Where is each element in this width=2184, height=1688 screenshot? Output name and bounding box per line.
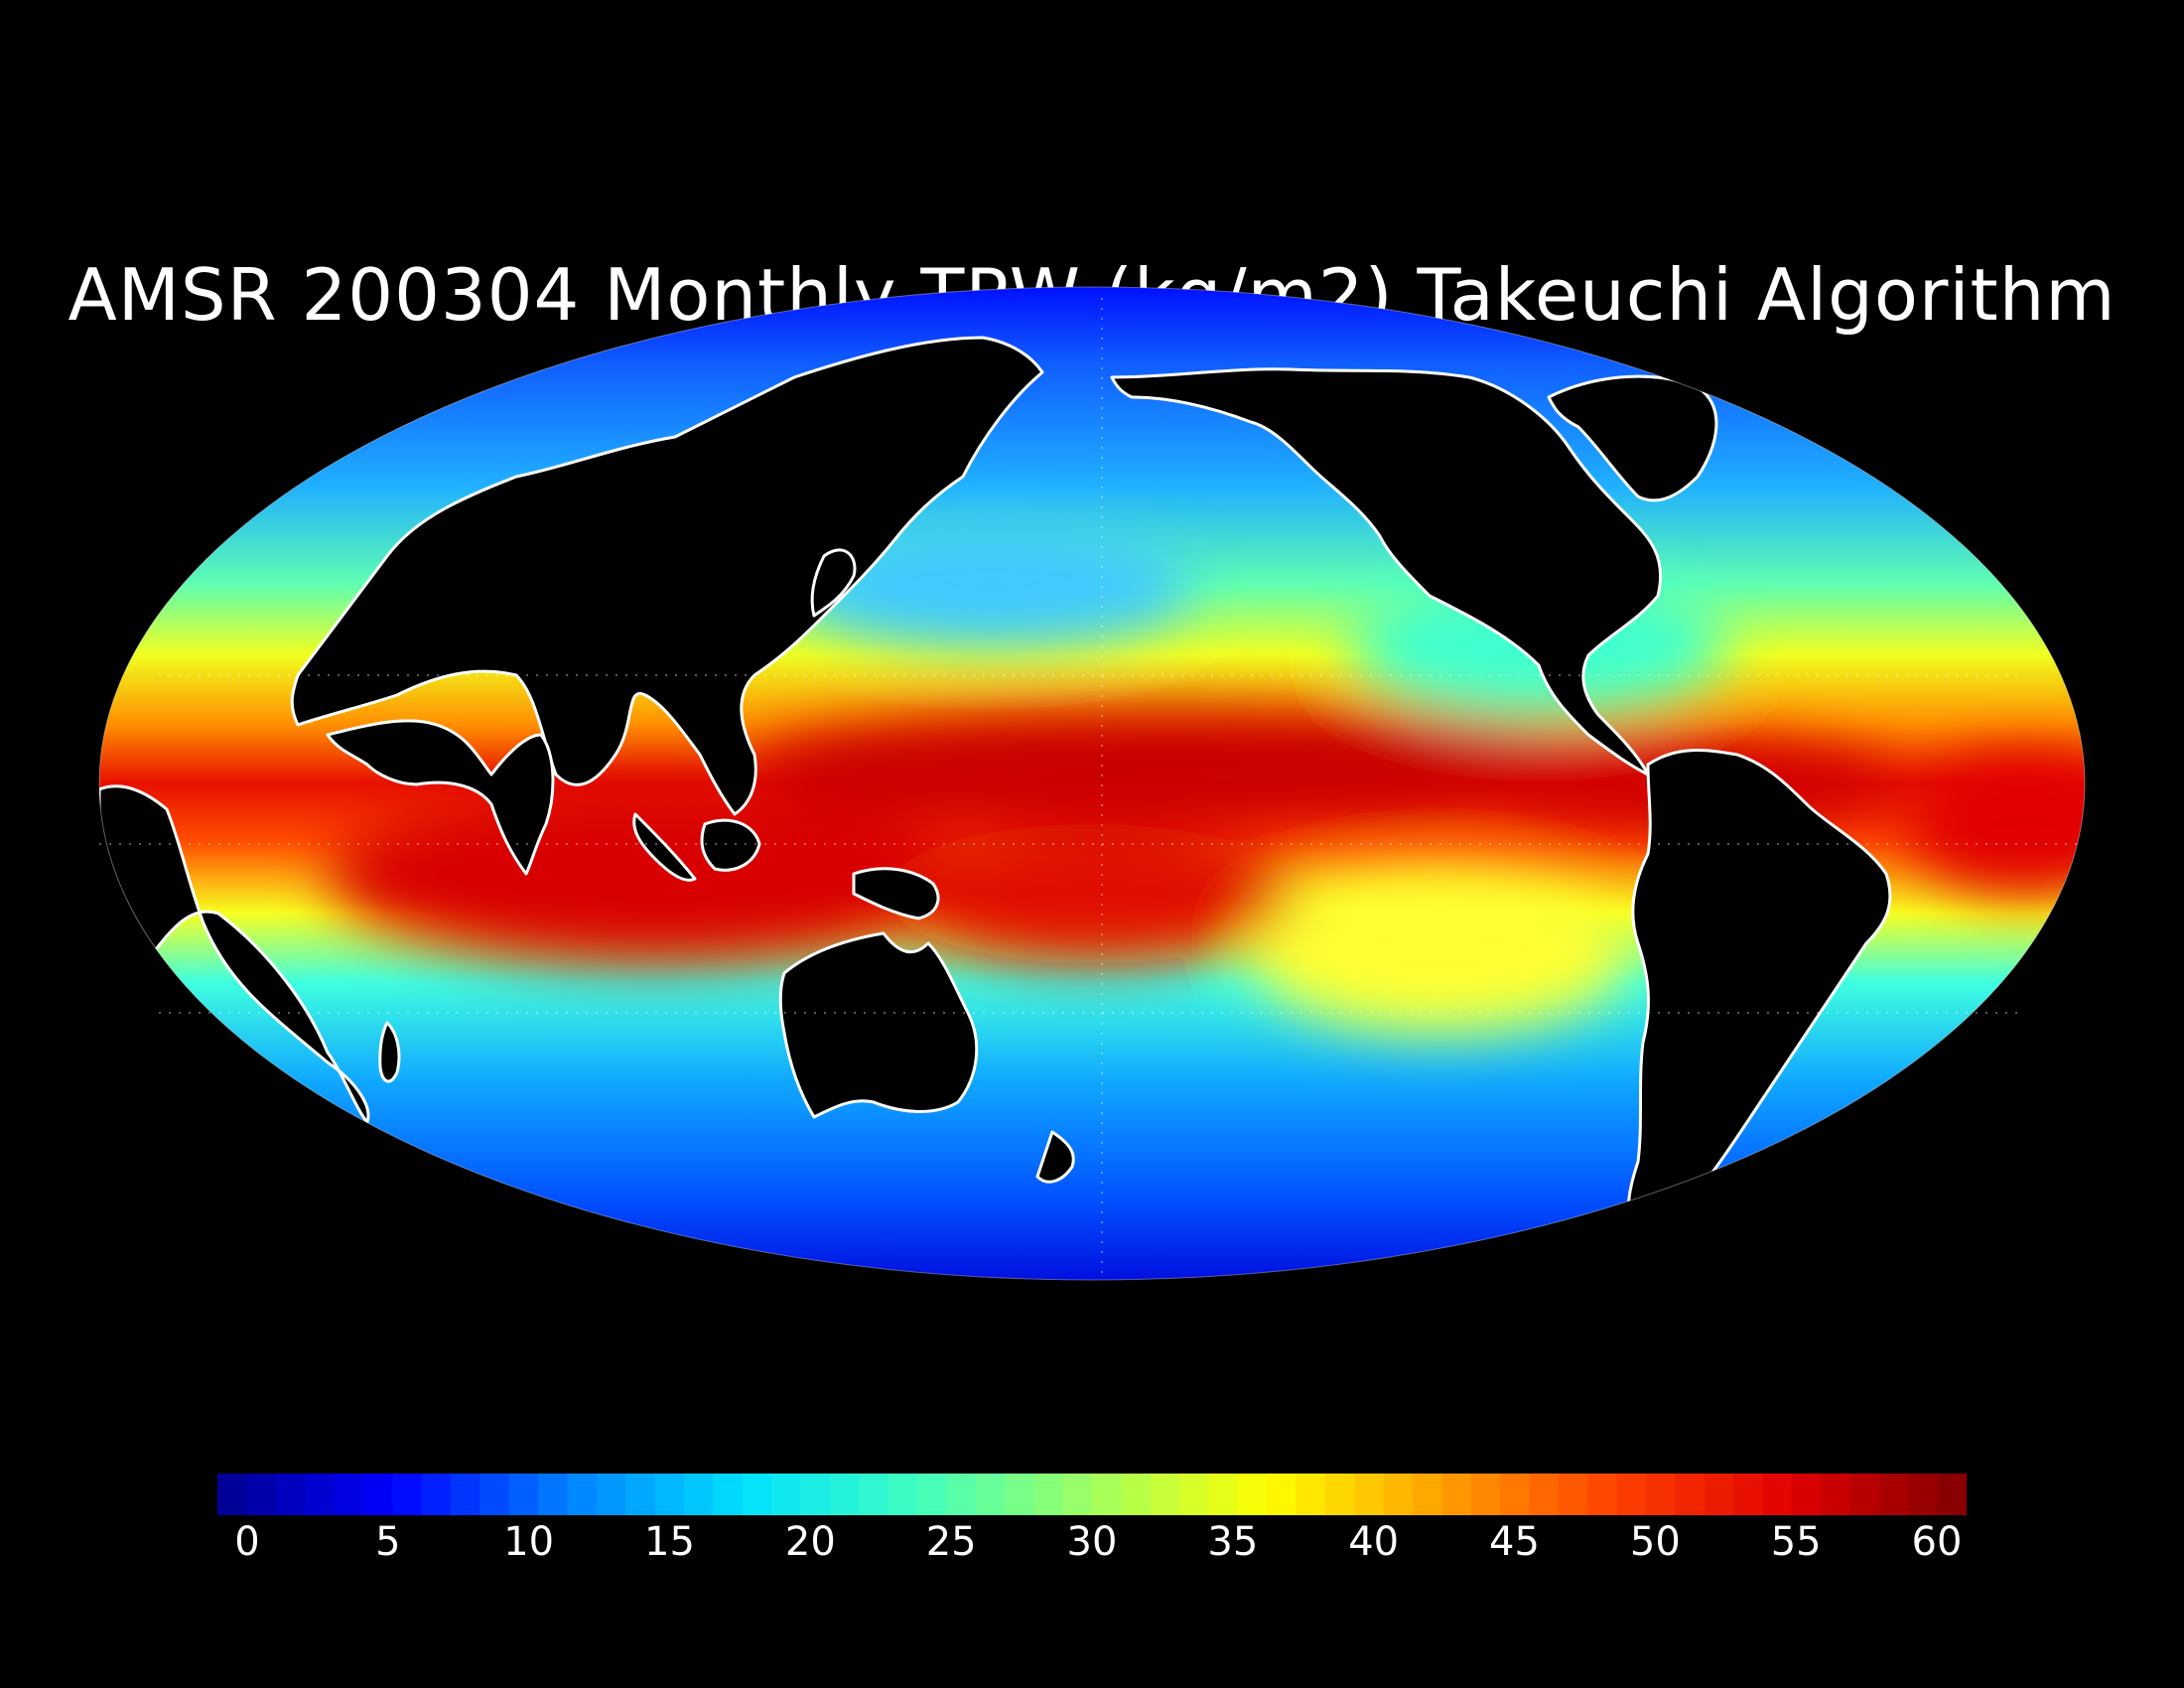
colorbar-cell xyxy=(508,1474,539,1515)
colorbar-tick-label: 35 xyxy=(1207,1519,1259,1565)
colorbar-cell xyxy=(1587,1474,1618,1515)
landmass-africa xyxy=(99,784,370,1124)
colorbar-cell xyxy=(1733,1474,1764,1515)
colorbar-tick-label: 50 xyxy=(1629,1519,1681,1565)
landmass-new-zealand xyxy=(1035,1130,1075,1184)
landmass-australia xyxy=(778,931,979,1119)
colorbar-cell xyxy=(392,1474,423,1515)
colorbar-cell xyxy=(1908,1474,1939,1515)
colorbar-cell xyxy=(742,1474,772,1515)
colorbar-cell xyxy=(654,1474,685,1515)
landmass-madagascar xyxy=(378,1021,401,1083)
landmass-sumatra xyxy=(632,812,697,882)
colorbar-tick-label: 20 xyxy=(784,1519,836,1565)
colorbar-tick-label: 30 xyxy=(1066,1519,1118,1565)
colorbar-tick-label: 10 xyxy=(503,1519,555,1565)
landmass-new-guinea xyxy=(852,867,940,920)
colorbar-cell xyxy=(567,1474,598,1515)
colorbar-cell xyxy=(305,1474,336,1515)
landmass-antarctica xyxy=(695,1291,1588,1321)
globe-outline xyxy=(98,286,2086,1281)
colorbar-cell xyxy=(1441,1474,1472,1515)
landmass-arabia-india xyxy=(326,719,555,876)
colorbar-cell xyxy=(625,1474,656,1515)
colorbar-cell xyxy=(859,1474,889,1515)
colorbar-cell xyxy=(1791,1474,1822,1515)
colorbar-cell xyxy=(1354,1474,1385,1515)
landmass-greenland xyxy=(1547,374,1718,502)
colorbar-cell xyxy=(1762,1474,1793,1515)
colorbar-cell xyxy=(1413,1474,1442,1515)
colorbar-tick-labels: 0 5 10 15 20 25 30 35 40 45 50 55 60 xyxy=(217,1519,1967,1579)
landmass-eurasia xyxy=(290,336,1044,816)
colorbar-tick-label: 40 xyxy=(1348,1519,1400,1565)
colorbar-cell xyxy=(887,1474,918,1515)
colorbar-cell xyxy=(1937,1474,1967,1515)
colorbar-cell xyxy=(246,1474,277,1515)
colorbar-cell xyxy=(1470,1474,1501,1515)
landmass-borneo xyxy=(700,818,761,872)
colorbar-cell xyxy=(1237,1474,1268,1515)
colorbar-cell xyxy=(1821,1474,1851,1515)
landmass-south-america xyxy=(1627,749,1892,1238)
colorbar-tick-label: 60 xyxy=(1911,1519,1963,1565)
colorbar-cell xyxy=(975,1474,1006,1515)
colorbar-cell xyxy=(1208,1474,1239,1515)
colorbar-cell xyxy=(1383,1474,1414,1515)
colorbar-cell xyxy=(916,1474,947,1515)
colorbar-cell xyxy=(1121,1474,1152,1515)
colorbar-cell xyxy=(800,1474,831,1515)
colorbar-cell xyxy=(683,1474,714,1515)
colorbar-tick-label: 55 xyxy=(1770,1519,1822,1565)
colorbar-cell xyxy=(1004,1474,1034,1515)
colorbar-cell xyxy=(1062,1474,1093,1515)
colorbar-cell xyxy=(1849,1474,1880,1515)
colorbar-cell xyxy=(275,1474,306,1515)
colorbar-tick-label: 5 xyxy=(375,1519,401,1565)
colorbar-cell xyxy=(1529,1474,1560,1515)
colorbar-cell xyxy=(946,1474,977,1515)
colorbar-cell xyxy=(713,1474,744,1515)
colorbar-cell xyxy=(538,1474,568,1515)
colorbar-tick-label: 45 xyxy=(1489,1519,1540,1565)
colorbar-cell xyxy=(596,1474,626,1515)
colorbar-cell xyxy=(1500,1474,1531,1515)
colorbar-tick-label: 25 xyxy=(925,1519,977,1565)
landmass-japan xyxy=(810,548,857,618)
colorbar-cell xyxy=(479,1474,510,1515)
colorbar-cell xyxy=(1616,1474,1647,1515)
colorbar-tick-label: 0 xyxy=(234,1519,260,1565)
colorbar-cell xyxy=(362,1474,393,1515)
colorbar-cell xyxy=(1704,1474,1734,1515)
colorbar-cell xyxy=(1324,1474,1355,1515)
colorbar-cell xyxy=(334,1474,364,1515)
map-globe xyxy=(99,287,2085,1321)
colorbar-cell xyxy=(1267,1474,1297,1515)
colorbar-cell xyxy=(1150,1474,1180,1515)
graticule xyxy=(99,298,2085,1276)
landmass-north-america xyxy=(1110,367,1663,776)
colorbar-cell xyxy=(1645,1474,1676,1515)
colorbar-cell xyxy=(1092,1474,1122,1515)
colorbar xyxy=(217,1474,1967,1515)
colorbar-cell xyxy=(1179,1474,1210,1515)
colorbar-cell xyxy=(1675,1474,1706,1515)
colorbar-cell xyxy=(450,1474,480,1515)
colorbar-tick-label: 15 xyxy=(644,1519,695,1565)
land-masses xyxy=(99,336,1892,1321)
colorbar-cell xyxy=(1878,1474,1909,1515)
colorbar-cell xyxy=(1558,1474,1588,1515)
colorbar-cell xyxy=(1033,1474,1064,1515)
colorbar-cell xyxy=(829,1474,860,1515)
colorbar-cell xyxy=(217,1474,247,1515)
colorbar-cell xyxy=(421,1474,452,1515)
colorbar-cell xyxy=(770,1474,801,1515)
colorbar-cell xyxy=(1296,1474,1326,1515)
